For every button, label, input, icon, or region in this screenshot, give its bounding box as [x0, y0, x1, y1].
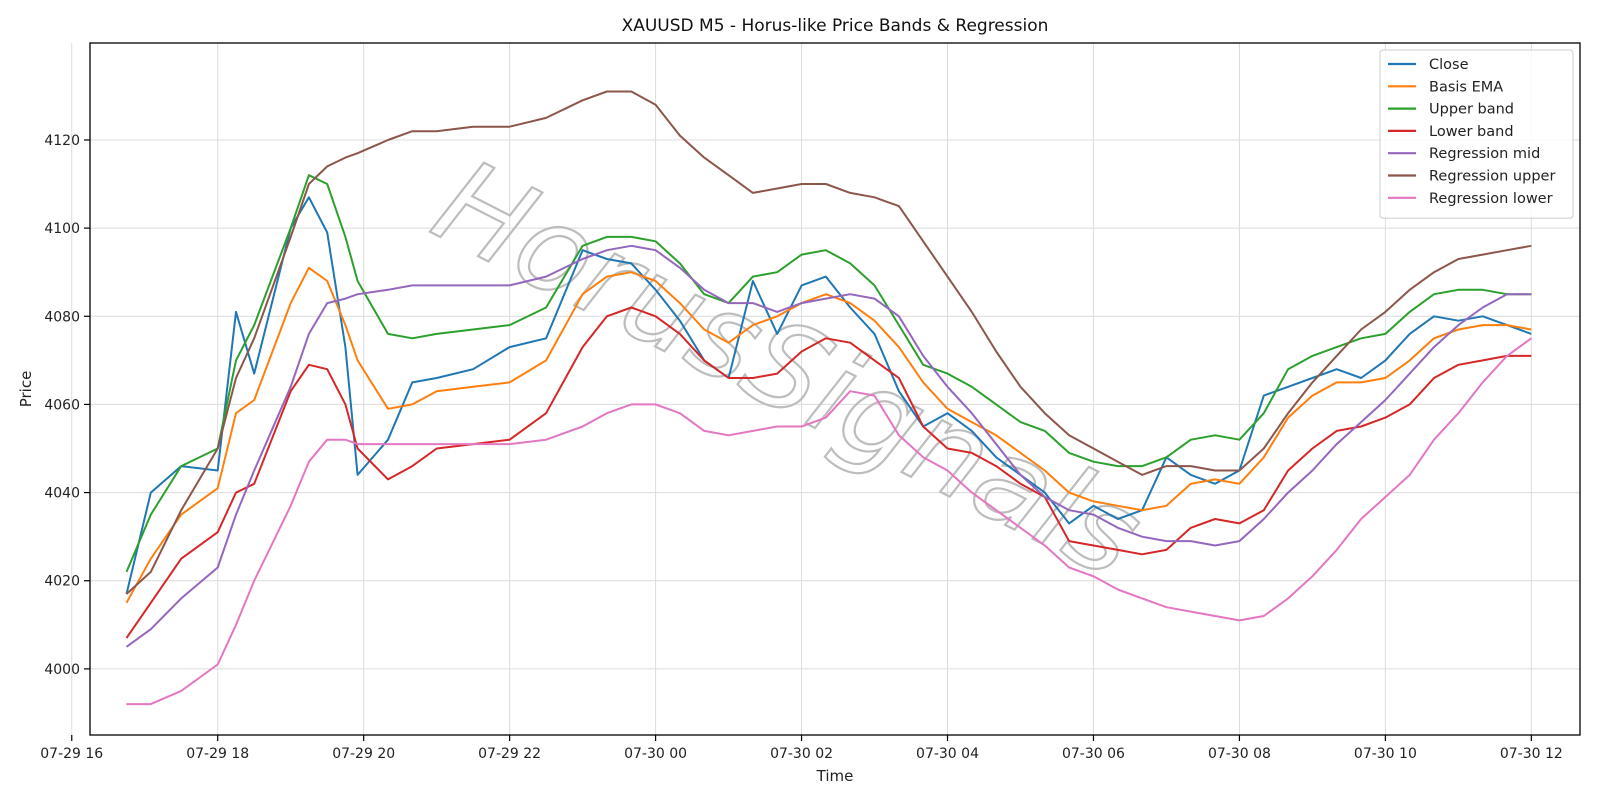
legend-entry: Regression lower — [1429, 191, 1553, 207]
plot-frame — [89, 42, 1581, 736]
series-line-regression-lower — [126, 337, 1532, 706]
x-axis: 07-29 16 07-29 18 07-29 20 07-29 22 07-30 00… — [40, 735, 1563, 762]
series-line-basis-ema — [125, 266, 1532, 604]
legend-entry: Close — [1429, 57, 1469, 73]
y-axis: 4000 4020 4040 4060 4080 4100 4120 — [44, 133, 90, 678]
series-line-regression-upper — [125, 90, 1532, 595]
legend-entry: Basis EMA — [1429, 79, 1503, 95]
x-tick-label: 07-29 20 — [332, 746, 395, 762]
x-tick-label: 07-29 16 — [40, 746, 103, 762]
series-line-upper-band — [125, 174, 1532, 573]
y-tick-label: 4000 — [44, 662, 80, 678]
x-tick-label: 07-30 02 — [770, 746, 833, 762]
y-tick-label: 4080 — [44, 309, 80, 325]
x-tick-label: 07-30 00 — [624, 746, 687, 762]
legend-entry: Regression upper — [1429, 169, 1555, 185]
legend-box — [1379, 49, 1574, 219]
series-layer — [125, 90, 1532, 706]
x-tick-label: 07-30 06 — [1062, 746, 1125, 762]
chart-title: XAUUSD M5 - Horus-like Price Bands & Reg… — [622, 16, 1049, 36]
x-tick-label: 07-29 18 — [186, 746, 249, 762]
legend-entry: Lower band — [1429, 124, 1514, 140]
y-tick-label: 4100 — [44, 221, 80, 237]
x-tick-label: 07-30 08 — [1208, 746, 1271, 762]
x-tick-label: 07-29 22 — [478, 746, 541, 762]
series-line-regression-mid — [125, 244, 1532, 648]
grid — [71, 43, 1580, 735]
y-axis-label: Price — [17, 371, 35, 408]
x-axis-label: Time — [816, 767, 854, 785]
legend-entry: Regression mid — [1429, 146, 1540, 162]
y-tick-label: 4020 — [44, 574, 80, 590]
series-line-close — [125, 196, 1532, 595]
x-tick-label: 07-30 12 — [1500, 746, 1563, 762]
series-line-lower-band — [125, 306, 1532, 639]
legend-entry: Upper band — [1429, 102, 1514, 118]
y-tick-label: 4120 — [44, 133, 80, 149]
legend: Close Basis EMA Upper band Lower band Regres… — [1379, 49, 1574, 219]
y-tick-label: 4060 — [44, 397, 80, 413]
x-tick-label: 07-30 04 — [916, 746, 979, 762]
y-tick-label: 4040 — [44, 486, 80, 502]
x-tick-label: 07-30 10 — [1354, 746, 1417, 762]
